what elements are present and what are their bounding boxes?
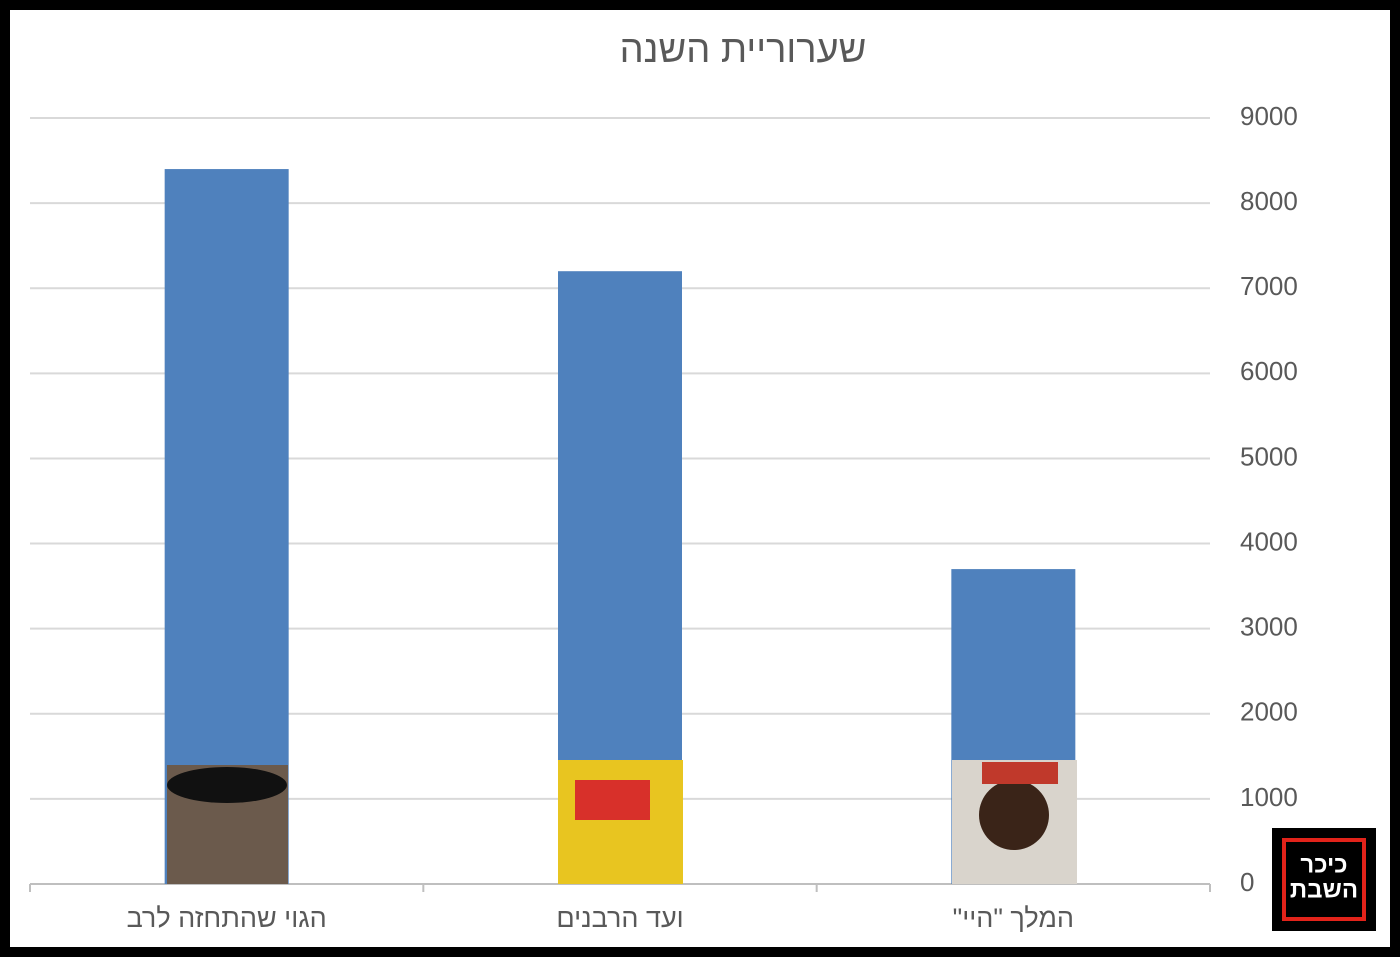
- y-tick-label: 9000: [1240, 101, 1298, 131]
- y-tick-label: 5000: [1240, 441, 1298, 471]
- bar: [164, 169, 289, 885]
- chart-title: שערוריית השנה: [620, 29, 867, 71]
- x-tick-label: ועד הרבנים: [556, 903, 683, 933]
- y-tick-label: 8000: [1240, 186, 1298, 216]
- y-tick-label: 7000: [1240, 271, 1298, 301]
- y-tick-label: 0: [1240, 867, 1254, 897]
- y-tick-label: 4000: [1240, 526, 1298, 556]
- photos: [167, 760, 1077, 884]
- logo: כיכר השבת: [1272, 828, 1376, 931]
- y-tick-label: 3000: [1240, 612, 1298, 642]
- photo-detail: [167, 767, 287, 803]
- logo-text: השבת: [1290, 876, 1358, 903]
- logo-box: [1272, 828, 1376, 931]
- y-tick-label: 1000: [1240, 782, 1298, 812]
- photo-detail: [575, 780, 650, 820]
- photo: [558, 760, 683, 884]
- x-tick-label: המלך "היי": [953, 903, 1074, 933]
- y-tick-label: 6000: [1240, 356, 1298, 386]
- photo-detail: [979, 780, 1049, 850]
- logo-frame: [1282, 838, 1366, 921]
- photo-detail: [982, 762, 1058, 784]
- logo-text: כיכר: [1300, 851, 1347, 878]
- x-tick-label: הגוי שהתחזה לרב: [127, 903, 327, 933]
- y-tick-label: 2000: [1240, 697, 1298, 727]
